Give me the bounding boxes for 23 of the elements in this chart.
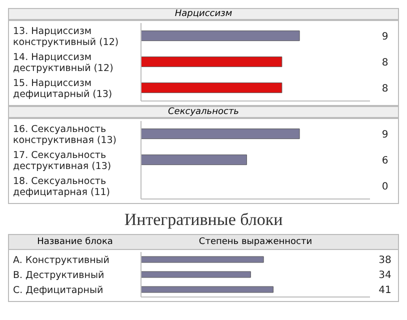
data-label: 6 [382, 156, 388, 166]
x-axis-title: Степень выраженности [198, 236, 314, 249]
y-tick-label: 16. Сексуальность конструктивная (13) [13, 124, 116, 146]
y-tick-label: 14. Нарциссизм деструктивный (12) [13, 52, 114, 74]
data-label: 8 [382, 58, 388, 68]
chart-title: Сексуальность [8, 106, 399, 118]
data-label: 41 [378, 285, 392, 296]
y-tick-label: 13. Нарциссизм конструктивный (12) [13, 26, 119, 48]
y-tick-label: A. Конструктивный [13, 255, 110, 266]
y-tick-label: 17. Сексуальность деструктивная (13) [13, 150, 112, 172]
y-tick-label: 18. Сексуальность дефицитарная (11) [13, 176, 110, 198]
data-label: 38 [378, 255, 392, 266]
y-tick-label: C. Дефицитарный [13, 285, 104, 296]
data-label: 9 [382, 130, 388, 140]
y-tick-label: 15. Нарциссизм дефицитарный (13) [13, 78, 112, 100]
data-label: 9 [382, 32, 388, 42]
data-label: 34 [378, 270, 392, 281]
data-label: 8 [382, 84, 388, 94]
y-tick-label: B. Деструктивный [13, 270, 104, 281]
chart-title: Интегративные блоки [123, 210, 284, 230]
y-axis-title: Название блока [36, 236, 114, 249]
chart-title: Нарциссизм [8, 8, 399, 20]
data-label: 0 [382, 182, 388, 192]
